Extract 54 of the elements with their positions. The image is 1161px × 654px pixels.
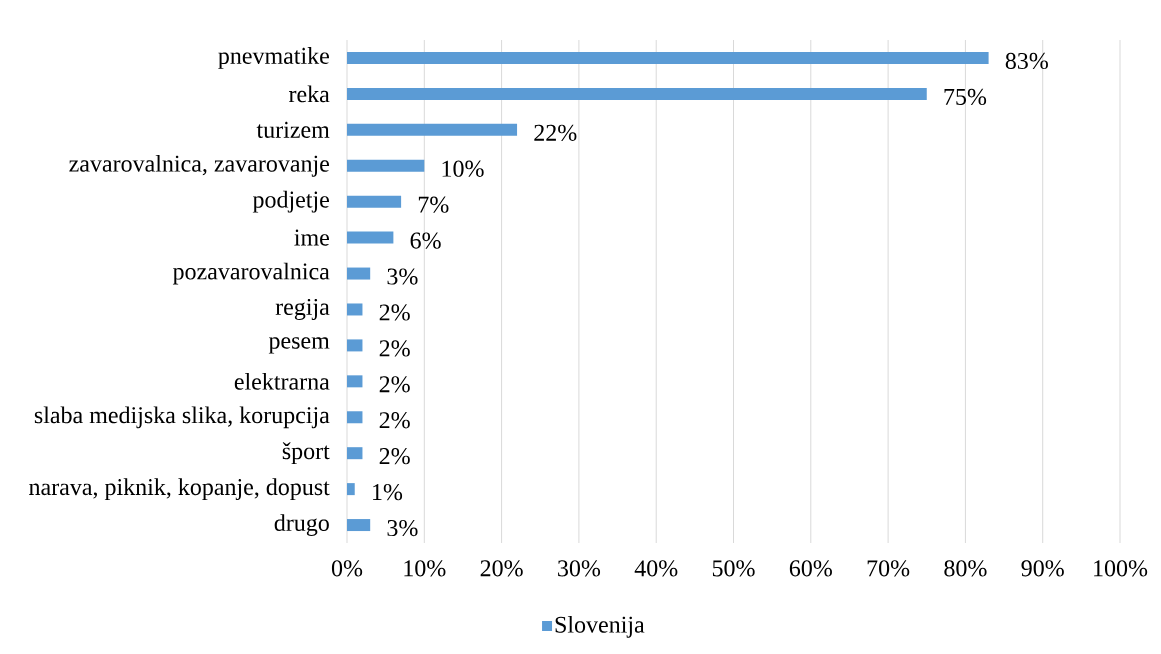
data-label: 2% (379, 304, 410, 321)
y-tick-label: zavarovalnica, zavarovanje (69, 154, 330, 177)
x-tick-label: 80% (944, 560, 987, 577)
data-label: 1% (373, 483, 403, 501)
data-label: 2% (379, 376, 410, 393)
legend-label: Slovenija (555, 615, 645, 638)
y-tick-label: turizem (256, 121, 330, 138)
bar (347, 195, 402, 208)
bar (347, 267, 371, 280)
bar (347, 159, 425, 172)
x-tick-label: 60% (789, 560, 832, 577)
y-tick-label: slaba medijska slika, korupcija (34, 406, 330, 429)
data-label: 2% (379, 448, 410, 465)
bar (347, 519, 371, 532)
data-label: 6% (410, 232, 441, 249)
data-label: 10% (442, 160, 484, 177)
y-tick-label: podjetje (252, 190, 329, 213)
bar (347, 51, 989, 64)
bar (347, 447, 363, 460)
x-tick-label: 30% (558, 560, 601, 577)
bar (347, 375, 363, 388)
data-label: 75% (944, 88, 987, 106)
y-tick-label: pozavarovalnica (172, 262, 330, 285)
x-tick-label: 0% (331, 560, 363, 577)
x-tick-label: 20% (480, 560, 523, 577)
y-tick-label: šport (282, 442, 330, 465)
bar (347, 339, 363, 352)
x-tick-label: 90% (1021, 560, 1064, 577)
x-tick-label: 40% (634, 560, 678, 577)
y-tick-label: pnevmatike (218, 47, 329, 69)
bar (347, 411, 363, 424)
bar (347, 231, 394, 244)
x-tick-label: 100% (1094, 560, 1148, 577)
x-tick-label: 10% (404, 560, 446, 577)
bar (347, 483, 355, 496)
y-tick-label: pesem (268, 337, 330, 354)
y-tick-label: drugo (274, 514, 329, 536)
data-label: 7% (418, 196, 449, 213)
bar (347, 303, 363, 316)
bar (347, 123, 518, 136)
y-tick-label: narava, piknik, kopanje, dopust (29, 478, 330, 500)
y-tick-label: ime (294, 229, 329, 246)
data-label: 22% (534, 124, 577, 141)
data-label: 2% (379, 412, 410, 429)
data-label: 3% (387, 268, 418, 285)
data-label: 2% (379, 340, 410, 357)
y-tick-label: elektrarna (234, 372, 330, 390)
data-label: 83% (1005, 52, 1048, 70)
x-tick-label: 70% (867, 560, 910, 577)
data-label: 3% (387, 519, 418, 537)
y-tick-label: reka (288, 85, 330, 103)
y-tick-label: regija (275, 298, 330, 321)
bar (347, 87, 927, 100)
x-tick-label: 50% (712, 560, 755, 577)
